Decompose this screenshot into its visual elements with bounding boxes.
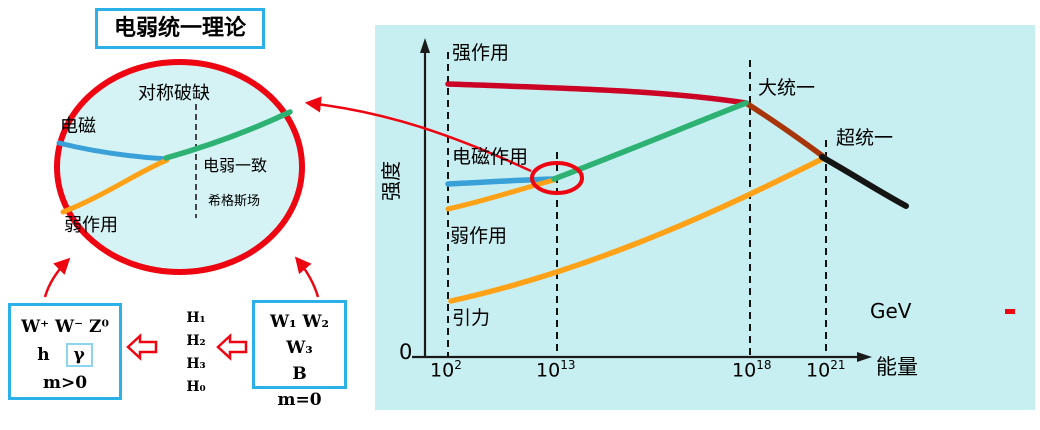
- higgs-field-item: H₀: [186, 379, 206, 395]
- open-left-arrow-icon-2: [216, 333, 248, 361]
- y-axis-arrow-icon: [420, 38, 430, 53]
- massless-mass-row: m=0: [277, 390, 322, 410]
- open-left-arrow-icon-1: [126, 333, 158, 361]
- em-curve-label: 电磁作用: [452, 146, 529, 168]
- x-axis-label: 能量: [876, 355, 918, 379]
- symmetry-breaking-label: 对称破缺: [138, 83, 210, 104]
- electroweak-junction-highlight: [530, 161, 584, 195]
- weak-curve-label: 弱作用: [450, 225, 508, 247]
- inset-weak-label: 弱作用: [64, 215, 118, 236]
- em-curve: [445, 176, 557, 187]
- origin-label: 0: [399, 340, 413, 364]
- weak-curve: [445, 177, 557, 212]
- b-boson-label: B: [292, 364, 307, 384]
- photon-label: γ: [65, 343, 93, 367]
- red-mark: [1005, 309, 1015, 314]
- tick-exponent: 13: [560, 358, 576, 372]
- page-title: 电弱统一理论: [95, 8, 266, 50]
- grand-unification-label: 大统一: [758, 77, 816, 99]
- higgs-field-item: H₂: [186, 333, 206, 349]
- arrow-massive-to-inset: [43, 257, 71, 298]
- inset-em-label: 电磁: [60, 116, 96, 137]
- inset-electroweak-curve: [163, 109, 293, 161]
- inset-ellipse: [54, 59, 305, 275]
- higgs-field-label: 希格斯场: [208, 194, 261, 209]
- post-super-unification-curve: [819, 154, 909, 209]
- tick-base: 10: [732, 359, 757, 382]
- higgs-field-item: H₁: [186, 310, 206, 326]
- x-tick-1e21: 1021: [806, 358, 846, 382]
- x-tick-1e18: 1018: [732, 358, 772, 382]
- inset-em-curve: [56, 140, 170, 162]
- arrow-massless-to-inset: [294, 256, 320, 298]
- higgs-fields-list: H₁ H₂ H₃ H₀: [176, 307, 216, 399]
- gravity-curve-label: 引力: [452, 307, 491, 329]
- tick-exponent: 21: [830, 358, 846, 372]
- post-grand-unification-curve: [743, 100, 827, 160]
- y-axis-label: 强度: [378, 161, 403, 201]
- massless-bosons-row: W₁ W₂ W₃: [270, 312, 329, 358]
- massless-particles-box: W₁ W₂ W₃ B m=0: [252, 300, 347, 410]
- massive-particles-box: W⁺ W⁻ Z⁰ h γ m>0: [8, 303, 122, 400]
- tick-exponent: 18: [756, 358, 772, 372]
- arrow-junction-to-inset: [304, 96, 532, 173]
- strong-curve-label: 强作用: [452, 42, 510, 64]
- massive-bosons-row: W⁺ W⁻ Z⁰: [21, 317, 109, 337]
- tick-base: 10: [536, 359, 561, 382]
- electroweak-unified-label: 电弱一致: [203, 156, 268, 175]
- x-axis-arrow-icon: [857, 352, 872, 362]
- tick-exponent: 2: [454, 358, 462, 372]
- strong-curve: [445, 81, 749, 106]
- gravity-curve: [448, 156, 825, 304]
- electroweak-curve: [551, 100, 749, 182]
- x-tick-1e13: 1013: [536, 358, 576, 382]
- massive-mass-row: m>0: [42, 373, 88, 393]
- higgs-field-item: H₃: [186, 356, 206, 372]
- tick-base: 10: [806, 359, 831, 382]
- unit-label: GeV: [870, 299, 912, 323]
- x-tick-1e2: 102: [430, 358, 462, 382]
- inset-weak-curve: [60, 157, 170, 215]
- tick-base: 10: [430, 359, 455, 382]
- super-unification-label: 超统一: [836, 127, 894, 149]
- higgs-boson-label: h: [37, 345, 50, 365]
- massive-h-gamma-row: h γ: [11, 341, 119, 369]
